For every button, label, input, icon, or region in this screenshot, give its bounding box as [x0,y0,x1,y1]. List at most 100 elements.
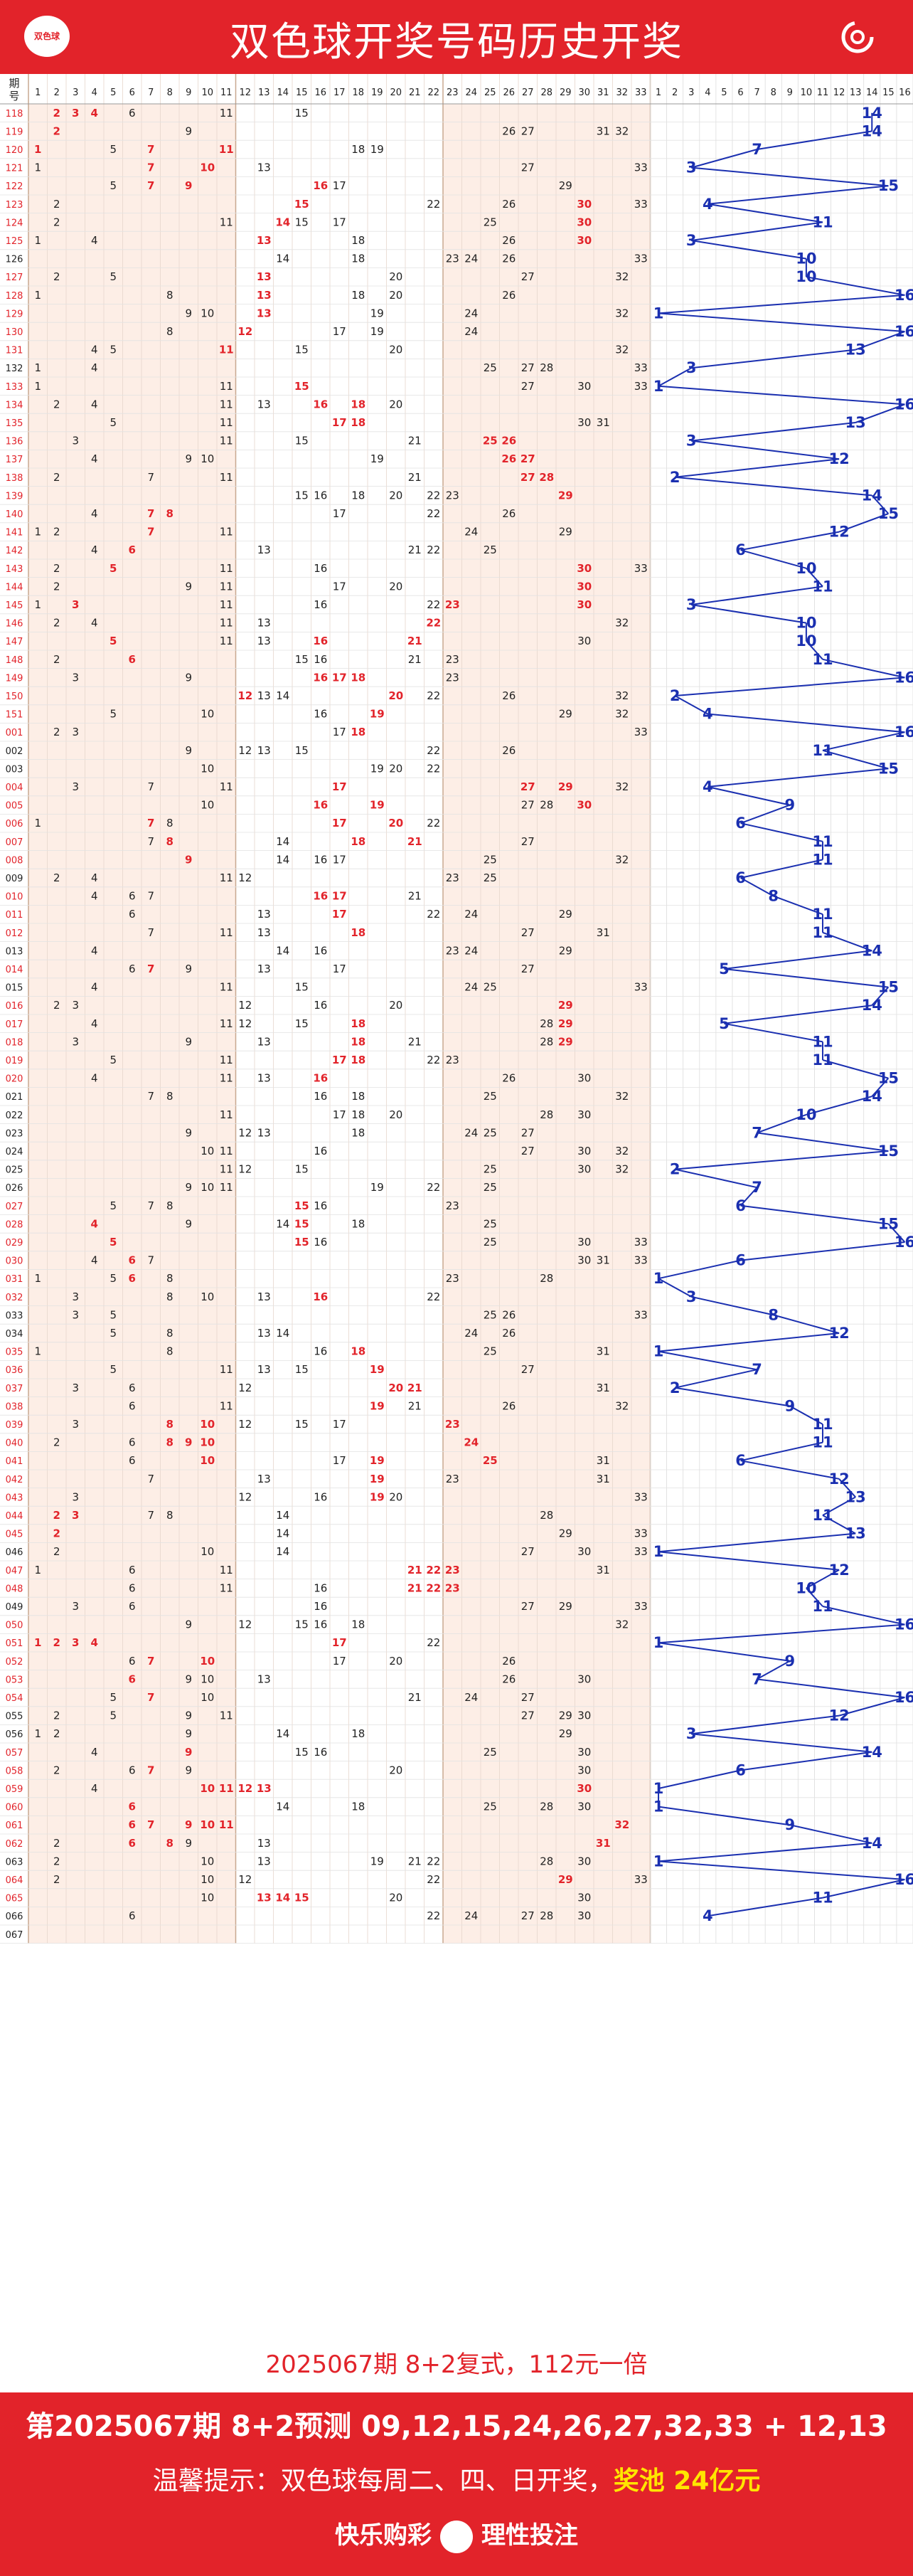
issue-label: 137 [6,455,23,465]
red-ball-number: 27 [521,1126,535,1139]
red-ball-number: 18 [351,1618,365,1631]
red-ball-number: 16 [314,598,327,611]
red-ball-number: 3 [72,1290,79,1303]
red-ball-number: 7 [147,526,154,539]
blue-column-label: 2 [672,88,678,98]
red-ball-number: 30 [577,799,592,812]
red-ball-number: 4 [91,507,98,520]
issue-label: 134 [6,400,23,410]
red-ball-number: 28 [540,1035,553,1048]
red-ball-number: 23 [445,1564,460,1576]
red-ball-number: 14 [276,1509,289,1522]
issue-label: 040 [6,1438,23,1449]
red-ball-number: 19 [370,1363,385,1376]
red-ball-number: 6 [129,1600,136,1613]
red-ball-number: 26 [501,452,516,465]
red-ball-number: 3 [72,671,79,684]
red-ball-number: 30 [577,1710,591,1722]
blue-trend-line [658,1623,905,1644]
red-ball-number: 26 [502,1072,516,1085]
issue-label: 058 [6,1766,23,1776]
red-ball-number: 29 [559,944,572,957]
red-ball-number: 8 [166,1509,173,1522]
red-ball-number: 9 [185,1727,192,1740]
blue-ball-number: 3 [686,359,697,376]
red-ball-number: 1 [34,598,41,611]
blue-ball-number: 7 [752,1361,762,1378]
red-column-label: 5 [110,88,116,98]
red-ball-number: 8 [166,325,173,338]
blue-trend-line [658,312,905,332]
red-ball-number: 11 [220,981,233,994]
red-ball-number: 27 [521,1710,535,1722]
issue-label: 039 [6,1420,23,1431]
red-ball-number: 4 [91,1217,98,1230]
issue-label: 054 [6,1693,23,1704]
red-ball-number: 29 [559,179,572,192]
red-ball-number: 11 [219,344,234,356]
red-ball-number: 13 [257,926,271,939]
red-ball-number: 9 [185,1035,192,1048]
red-ball-number: 18 [351,1017,365,1030]
red-ball-number: 23 [445,598,460,611]
red-ball-number: 6 [129,1655,136,1668]
red-ball-number: 18 [351,489,365,502]
blue-ball-number: 11 [812,1434,833,1451]
issue-label: 038 [6,1401,23,1412]
blue-trend-line [838,1478,856,1498]
red-ball-number: 18 [351,926,365,939]
red-ball-number: 1 [34,1272,41,1285]
blue-trend-line [740,1441,823,1462]
red-ball-number: 14 [275,1892,290,1904]
red-ball-number: 16 [314,1236,327,1249]
issue-label: 014 [6,965,23,975]
red-ball-number: 11 [219,143,234,156]
red-ball-number: 12 [237,1782,252,1795]
blue-ball-number: 1 [653,304,664,322]
red-ball-number: 32 [615,344,629,356]
red-ball-number: 27 [521,161,535,174]
blue-ball-number: 9 [784,1653,795,1670]
slogan-left: 快乐购彩 [335,2521,432,2550]
blue-column-label: 8 [771,88,776,98]
red-ball-number: 19 [370,1473,385,1485]
red-ball-number: 24 [464,944,478,957]
blue-trend-line [691,1295,774,1316]
blue-trend-line [658,1259,741,1280]
issue-label: 037 [6,1384,23,1394]
red-ball-number: 9 [185,671,192,684]
red-ball-number: 1 [34,161,41,174]
blue-trend-line [757,1678,905,1698]
red-ball-number: 5 [110,1710,117,1722]
blue-ball-number: 5 [719,1015,730,1032]
blue-ball-number: 14 [862,487,882,504]
red-ball-number: 2 [53,580,60,593]
blue-ball-number: 12 [828,1470,849,1488]
red-ball-number: 32 [615,780,629,793]
red-ball-number: 15 [295,489,309,502]
red-ball-number: 10 [200,1436,215,1449]
blue-trend-line [757,130,872,150]
red-ball-number: 16 [314,562,327,575]
blue-ball-number: 16 [895,1871,913,1888]
swirl-icon[interactable] [836,18,879,55]
red-ball-number: 33 [634,198,648,211]
blue-ball-number: 11 [812,1889,833,1907]
blue-ball-number: 14 [862,1744,882,1761]
red-ball-number: 31 [597,1254,610,1267]
red-ball-number: 24 [464,1691,478,1704]
blue-ball-number: 11 [812,851,833,868]
red-ball-number: 18 [351,1054,365,1066]
red-ball-number: 8 [166,1327,173,1340]
blue-trend-line [658,1551,840,1571]
red-ball-number: 13 [257,1363,271,1376]
blue-ball-number: 16 [895,323,913,340]
red-ball-number: 28 [540,1855,553,1867]
issue-label: 044 [6,1511,23,1522]
blue-trend-line [658,1350,757,1371]
blue-trend-line [838,1697,905,1717]
blue-ball-number: 8 [768,1306,779,1323]
red-ball-number: 29 [559,908,572,921]
issue-label: 011 [6,910,23,921]
red-ball-number: 25 [483,435,498,447]
